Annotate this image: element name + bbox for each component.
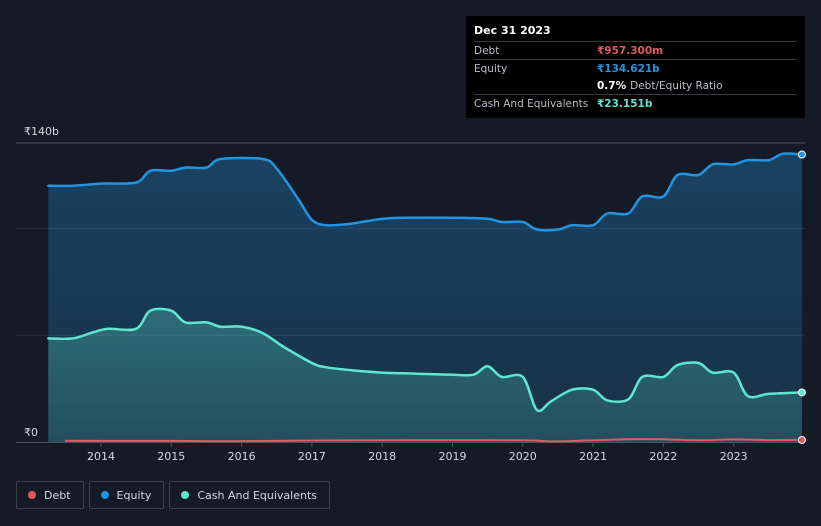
legend-item-debt[interactable]: Debt xyxy=(16,481,84,509)
equity-line xyxy=(47,152,804,232)
tooltip-equity-label: Equity xyxy=(474,62,508,75)
x-tick-label-2019: 2019 xyxy=(439,450,467,463)
tooltip-ratio-value: 0.7% xyxy=(597,79,627,92)
equity-legend-dot xyxy=(100,491,109,499)
equity-end-point xyxy=(797,150,806,159)
tooltip-debt-value: ₹957.300m xyxy=(597,44,664,57)
tooltip-row-ratio: 0.7% Debt/Equity Ratio xyxy=(474,77,797,94)
cash-end-point xyxy=(797,388,806,397)
legend-item-equity[interactable]: Equity xyxy=(88,481,165,509)
cash-legend-dot xyxy=(181,491,190,499)
x-tick-label-2018: 2018 xyxy=(368,450,396,463)
y-tick-label-max: ₹140b xyxy=(24,125,59,138)
x-tick-label-2020: 2020 xyxy=(509,450,537,463)
tooltip-cash-label: Cash And Equivalents xyxy=(474,97,589,110)
line-layer xyxy=(47,150,806,444)
debt-legend-dot xyxy=(28,491,36,499)
x-tick-label-2016: 2016 xyxy=(228,450,256,463)
cash-area xyxy=(48,308,802,442)
debt-line xyxy=(64,438,803,443)
chart-legend: Debt Equity Cash And Equivalents xyxy=(16,481,330,509)
x-axis: 2014 2015 2016 2017 2018 2019 2020 2021 2022 2023 xyxy=(87,442,748,463)
x-tick-label-2015: 2015 xyxy=(157,450,185,463)
legend-debt-label: Debt xyxy=(44,488,71,502)
tooltip-ratio-label: Debt/Equity Ratio xyxy=(630,79,723,92)
x-tick-label-2017: 2017 xyxy=(298,450,326,463)
tooltip-row-cash: Cash And Equivalents ₹23.151b xyxy=(474,94,797,112)
debt-end-point xyxy=(797,435,806,444)
legend-item-cash[interactable]: Cash And Equivalents xyxy=(169,481,330,509)
tooltip-date: Dec 31 2023 xyxy=(474,24,551,37)
x-tick-label-2022: 2022 xyxy=(649,450,677,463)
tooltip-cash-value: ₹23.151b xyxy=(597,97,653,110)
x-tick-label-2014: 2014 xyxy=(87,450,115,463)
area-layer xyxy=(48,153,802,442)
x-tick-label-2021: 2021 xyxy=(579,450,607,463)
legend-cash-label: Cash And Equivalents xyxy=(197,488,317,502)
tooltip-debt-label: Debt xyxy=(474,44,500,57)
y-tick-label-zero: ₹0 xyxy=(24,426,38,439)
legend-equity-label: Equity xyxy=(116,488,152,502)
tooltip-row-debt: Debt ₹957.300m xyxy=(474,41,797,59)
x-tick-label-2023: 2023 xyxy=(720,450,748,463)
cash-line xyxy=(47,307,804,413)
tooltip-panel: Dec 31 2023 Debt ₹957.300m Equity ₹134.6… xyxy=(466,16,805,118)
tooltip-row-equity: Equity ₹134.621b xyxy=(474,59,797,77)
tooltip-equity-value: ₹134.621b xyxy=(597,62,660,75)
